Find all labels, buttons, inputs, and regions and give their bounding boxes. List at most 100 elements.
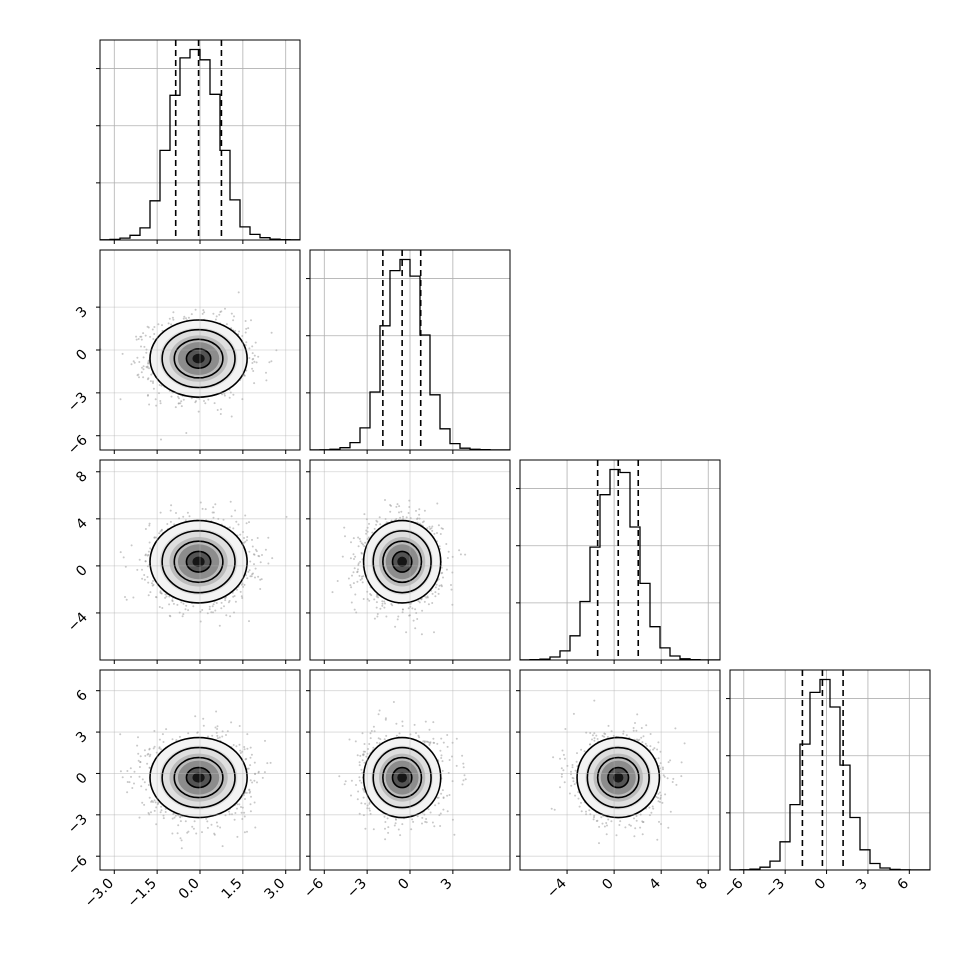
scatter-point [144,560,147,563]
scatter-point [657,800,660,803]
scatter-point [245,341,248,344]
scatter-point [440,757,443,759]
x-tick-label-3: 0 [812,876,830,894]
scatter-point [393,824,396,827]
scatter-point [373,617,376,620]
scatter-point [159,511,162,514]
scatter-point [177,395,179,398]
scatter-point [141,366,143,369]
scatter-point [147,362,150,365]
scatter-point [164,596,167,599]
scatter-point [445,543,448,545]
contour-line [596,756,640,799]
scatter-point [356,570,359,573]
scatter-point [364,541,367,544]
scatter-point [680,761,683,764]
scatter-point [228,526,231,529]
scatter-point [358,761,361,764]
x-tick-label-0: 3.0 [261,876,288,903]
scatter-point [159,590,162,593]
scatter-point [252,553,255,556]
scatter-point [649,733,652,735]
scatter-point [361,759,364,762]
scatter-point [148,524,151,527]
scatter-point [175,739,178,742]
scatter-point [230,327,233,330]
scatter-point [427,603,430,606]
scatter-point [635,815,638,817]
scatter-point [236,803,239,806]
scatter-point [147,550,150,553]
scatter-point [170,323,173,326]
scatter-point [618,824,621,826]
scatter-point [267,562,270,565]
scatter-point [407,512,410,514]
scatter-point [245,522,248,525]
scatter-point [418,508,421,511]
scatter-point [424,820,427,823]
scatter-point [160,384,163,387]
scatter-point [344,780,347,783]
x-tick-label-1: 3 [438,876,456,894]
scatter-point [362,787,364,790]
scatter-point [151,328,154,331]
y-tick-label-1: −3 [65,389,91,415]
scatter-point [148,755,151,758]
scatter-point [232,527,235,530]
scatter-point [411,607,414,610]
scatter-point [138,775,141,778]
contour-line [161,746,236,809]
scatter-point [131,787,134,789]
contour-line [391,766,413,789]
scatter-point [232,393,235,396]
scatter-point [384,717,387,720]
scatter-point [246,830,248,833]
contour-line [185,348,212,370]
scatter-point [595,734,598,737]
scatter-point [439,749,442,752]
hist-frame-0 [99,39,301,241]
scatter-point [603,825,606,828]
scatter-point [667,826,670,829]
scatter-point [252,370,255,372]
scatter-point [368,599,371,602]
scatter-point [440,792,443,795]
scatter-point [220,310,223,313]
scatter-point [202,724,205,727]
scatter-point [244,540,247,543]
scatter-point [591,734,594,737]
scatter-point [446,557,449,559]
scatter-point [152,580,154,582]
scatter-point [246,747,249,750]
scatter-point [600,816,603,819]
scatter-point [136,568,139,571]
scatter-point [438,545,441,548]
scatter-point [268,361,271,364]
scatter-point [399,516,402,519]
scatter-point [595,820,598,822]
scatter-point [206,826,209,829]
x-tick-label-2: −4 [544,875,570,901]
scatter-point [357,562,360,565]
scatter-point [244,320,247,322]
scatter-point [214,503,217,506]
scatter-point [257,575,260,578]
scatter-point [421,816,424,819]
scatter-point [401,720,404,723]
x-tick-label-0: 0.0 [176,876,203,903]
scatter-point [420,633,423,636]
scatter-point [132,596,135,599]
scatter-point [140,345,142,348]
scatter-point [158,747,161,750]
scatter-point [368,809,371,812]
scatter-point [583,750,586,753]
scatter-point [462,762,465,765]
scatter-point [190,313,193,316]
scatter-point [603,732,606,735]
scatter-point [253,801,256,804]
scatter-point [369,593,372,595]
scatter-point [638,738,641,741]
scatter-point [143,803,146,806]
scatter-point [251,538,253,541]
scatter-point [431,602,434,604]
